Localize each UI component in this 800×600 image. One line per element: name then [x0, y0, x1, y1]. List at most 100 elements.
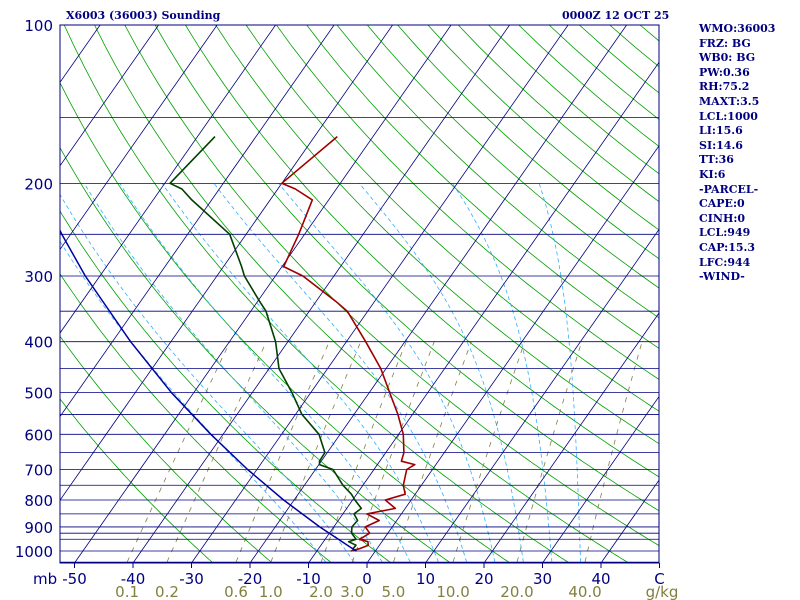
parcel-trace: [60, 228, 357, 552]
dry-adiabat: [124, 25, 659, 547]
dry-adiabat: [60, 210, 391, 563]
moist-adiabat: [60, 193, 355, 563]
stat-line: MAXT:3.5: [699, 94, 760, 108]
stat-line: LFC:944: [699, 255, 751, 269]
temperature-tick-label: C: [654, 570, 664, 588]
stability-indices-panel: WMO:36003 FRZ: BG WB0: BG PW:0.36 RH:75.2 MAX…: [699, 22, 775, 285]
dry-adiabat: [60, 335, 272, 563]
temperature-tick-label: -20: [238, 570, 263, 588]
dewpoint-trace: [169, 136, 363, 552]
moist-adiabat: [358, 183, 524, 563]
stat-line: CINH:0: [699, 211, 746, 225]
temperature-tick-label: -30: [179, 570, 204, 588]
stat-line: WMO:36003: [699, 22, 776, 35]
temperature-tick-label: 10: [416, 570, 435, 588]
mixing-ratio-label: 3.0: [340, 583, 364, 600]
pressure-tick-label: 200: [24, 175, 53, 193]
pressure-tick-label: 500: [24, 385, 53, 403]
temperature-tick-label: 30: [533, 570, 552, 588]
mixing-ratio-line: [452, 341, 526, 563]
dry-adiabat: [60, 146, 450, 563]
pressure-tick-label: 600: [24, 426, 53, 444]
mixing-ratio-label: 0.1: [115, 583, 139, 600]
mixing-ratio-label: 40.0: [568, 583, 601, 600]
dry-adiabat: [94, 25, 628, 563]
pressure-tick-label: 800: [24, 492, 53, 510]
dry-adiabat: [60, 81, 509, 563]
temperature-tick-label: -50: [62, 570, 87, 588]
isotherm: [60, 25, 159, 167]
mixing-ratio-label: 2.0: [309, 583, 333, 600]
temperature-trace: [280, 135, 416, 552]
isotherm: [191, 25, 569, 563]
pressure-tick-label: 900: [24, 519, 53, 537]
plot-frame: [59, 24, 660, 564]
stat-line: PW:0.36: [699, 65, 750, 79]
stat-line: KI:6: [699, 167, 726, 181]
mixing-ratio-label: 0.2: [155, 583, 179, 600]
isotherm: [542, 395, 659, 563]
dry-adiabat: [366, 25, 659, 289]
mixing-ratio-line: [584, 341, 643, 563]
moist-adiabat: [213, 183, 467, 563]
sounding-title: X6003 (36003) Sounding: [66, 9, 221, 22]
stat-line: CAPE:0: [699, 197, 745, 211]
dry-adiabat: [306, 25, 659, 349]
dry-adiabat: [397, 25, 659, 260]
stat-line: WB0: BG: [699, 51, 756, 65]
stat-line: TT:36: [699, 153, 734, 167]
isotherm: [60, 25, 393, 501]
sounding-datetime: 0000Z 12 OCT 25: [562, 9, 670, 22]
pressure-tick-label: 300: [24, 268, 53, 286]
isotherm: [74, 25, 452, 563]
pressure-tick-label: 400: [24, 334, 53, 352]
isotherm: [249, 25, 627, 563]
pressure-unit-label: mb: [33, 570, 57, 588]
temperature-tick-label: -40: [121, 570, 146, 588]
temperature-tick-label: 20: [474, 570, 493, 588]
pressure-tick-label: 100: [24, 17, 53, 35]
isotherm: [366, 145, 659, 563]
mixing-ratio-label: 10.0: [436, 583, 469, 600]
pressure-tick-label: 700: [24, 462, 53, 480]
isotherm: [425, 228, 659, 563]
isotherm: [60, 25, 276, 334]
mixing-ratio-label: 5.0: [382, 583, 406, 600]
stat-line: LCL:949: [699, 226, 751, 240]
stat-line: FRZ: BG: [699, 36, 751, 50]
moist-adiabat: [119, 183, 411, 563]
mixing-ratio-label: 1.0: [259, 583, 283, 600]
dry-adiabat: [336, 25, 659, 319]
mixing-ratio-line: [166, 341, 267, 563]
isotherm: [0, 25, 42, 563]
temperature-tick-label: 0: [362, 570, 372, 588]
isotherm: [483, 312, 659, 563]
moist-adiabat: [60, 240, 327, 563]
mixing-ratio-unit-label: g/kg: [646, 583, 679, 600]
dry-adiabat: [154, 25, 659, 512]
sounding-traces: [60, 135, 416, 552]
dry-adiabat: [60, 273, 331, 563]
dry-adiabat: [245, 25, 659, 412]
dry-adiabat: [60, 398, 213, 563]
mixing-ratio-line: [516, 341, 583, 563]
pressure-tick-label: 1000: [15, 543, 53, 561]
stat-line: RH:75.2: [699, 80, 750, 94]
stat-line: LCL:1000: [699, 109, 758, 123]
mixing-ratio-line: [351, 341, 435, 563]
stat-line: CAP:15.3: [699, 240, 756, 254]
mixing-ratio-line: [235, 341, 330, 563]
stat-line: -PARCEL-: [699, 182, 759, 196]
dry-adiabat: [215, 25, 659, 445]
mixing-ratio-line: [393, 341, 472, 563]
isotherm: [60, 25, 101, 83]
moist-adiabat: [538, 183, 581, 563]
temperature-tick-label: -10: [296, 570, 321, 588]
moist-adiabat: [452, 183, 553, 563]
isotherm: [132, 25, 510, 563]
isotherm: [60, 25, 335, 418]
isotherm: [60, 25, 218, 251]
mixing-ratio-label: 20.0: [500, 583, 533, 600]
mixing-ratio-line: [320, 341, 407, 563]
